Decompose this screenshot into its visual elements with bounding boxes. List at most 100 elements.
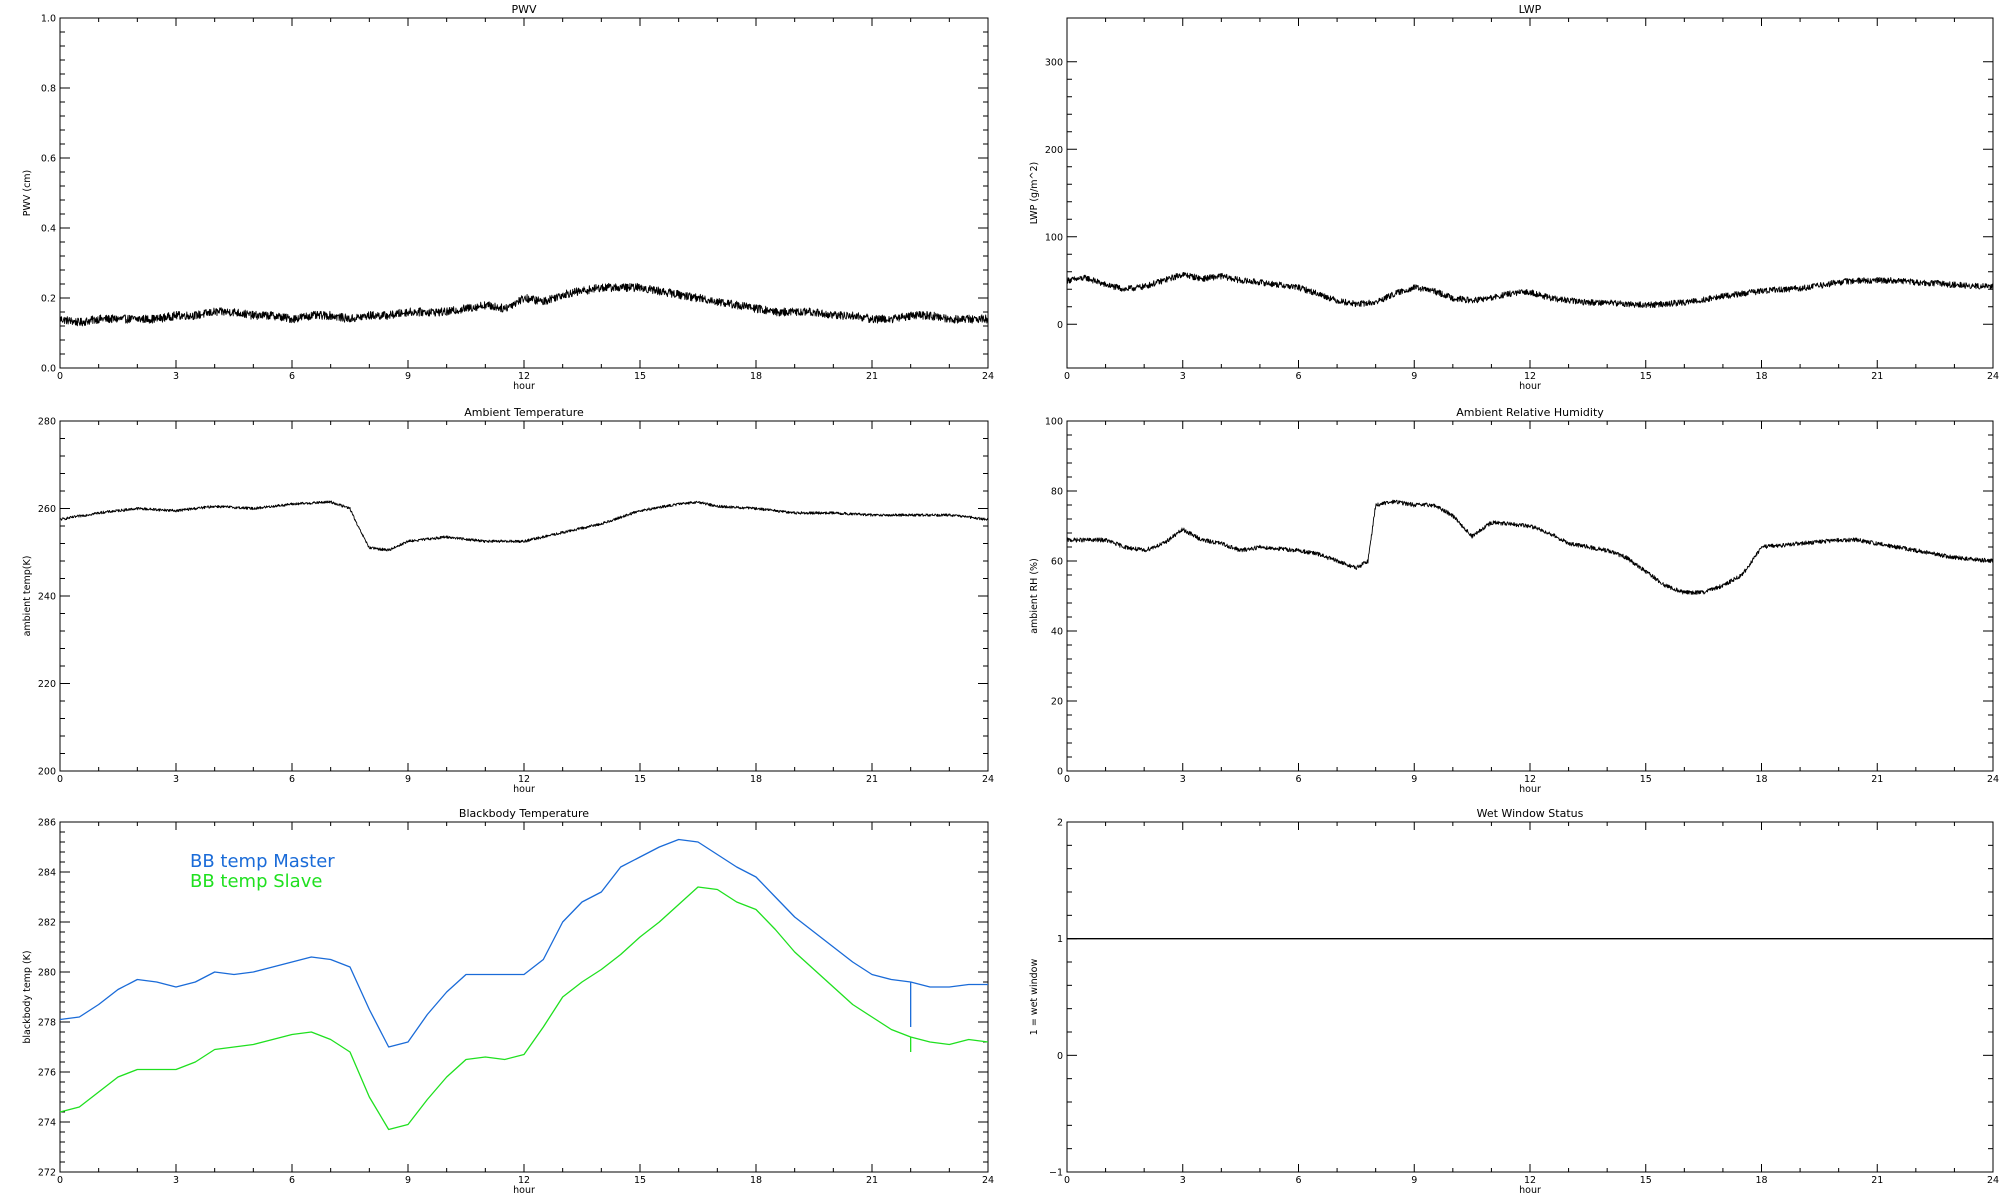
y-tick-label: −1	[1049, 1168, 1063, 1179]
x-tick-label: 12	[1524, 371, 1536, 382]
x-tick-label: 0	[1064, 1175, 1070, 1186]
x-tick-label: 24	[982, 1175, 994, 1186]
y-tick-label: 260	[38, 504, 56, 515]
y-tick-label: 2	[1057, 818, 1063, 829]
x-tick-label: 3	[1180, 1175, 1186, 1186]
x-tick-label: 0	[57, 371, 63, 382]
x-axis-label: hour	[513, 1185, 535, 1196]
x-axis-label: hour	[1519, 1185, 1541, 1196]
legend-entry-bb-temp-master: BB temp Master	[190, 851, 335, 872]
y-tick-label: 284	[38, 868, 56, 879]
y-tick-label: 60	[1051, 557, 1063, 568]
x-tick-label: 6	[289, 371, 295, 382]
y-tick-label: 200	[1045, 145, 1063, 156]
plot-frame	[1066, 420, 1994, 772]
y-tick-label: 0	[1057, 767, 1063, 778]
x-tick-label: 18	[1755, 1175, 1767, 1186]
x-axis-label: hour	[1519, 784, 1541, 795]
y-tick-label: 278	[38, 1018, 56, 1029]
x-tick-label: 3	[173, 371, 179, 382]
series-line-ambient_rh	[1066, 499, 1994, 595]
y-tick-label: 1	[1057, 934, 1063, 945]
x-tick-label: 15	[634, 371, 646, 382]
y-tick-label: 20	[1051, 697, 1063, 708]
legend-entry-bb-temp-slave: BB temp Slave	[190, 871, 322, 892]
x-tick-label: 12	[1524, 1175, 1536, 1186]
y-tick-label: 300	[1045, 57, 1063, 68]
y-tick-label: 0.2	[41, 294, 56, 305]
x-tick-label: 12	[518, 371, 530, 382]
plot-frame	[59, 420, 989, 772]
x-tick-label: 6	[1295, 371, 1301, 382]
x-tick-label: 3	[1180, 774, 1186, 785]
x-tick-label: 6	[1295, 1175, 1301, 1186]
y-tick-label: 0.6	[41, 154, 56, 165]
x-tick-label: 6	[1295, 774, 1301, 785]
y-tick-label: 100	[1045, 232, 1063, 243]
chart-panel-pwv: PWV 0 3 6 9 12 15 18 21 24 0.0 0.2 0.4 0.6 0.8 1.0 hour P…	[22, 3, 994, 392]
y-tick-label: 220	[38, 679, 56, 690]
x-tick-label: 12	[518, 1175, 530, 1186]
x-axis-label: hour	[513, 784, 535, 795]
chart-panel-ambient_temp: Ambient Temperature 0 3 6 9 12 15 18 21 24 200 220 2…	[22, 406, 994, 795]
y-tick-label: 40	[1051, 627, 1063, 638]
series-line-ambient_temp	[59, 500, 989, 552]
y-tick-label: 272	[38, 1168, 56, 1179]
x-tick-label: 21	[1871, 774, 1883, 785]
x-tick-label: 21	[866, 1175, 878, 1186]
x-tick-label: 9	[1411, 371, 1417, 382]
x-tick-label: 3	[1180, 371, 1186, 382]
x-tick-label: 12	[518, 774, 530, 785]
y-tick-label: 0	[1057, 1051, 1063, 1062]
x-tick-label: 9	[405, 371, 411, 382]
series-line-bb-temp-master	[59, 838, 988, 1048]
chart-title: Ambient Relative Humidity	[1456, 406, 1604, 419]
y-tick-label: 0.0	[41, 364, 56, 375]
x-tick-label: 21	[866, 371, 878, 382]
x-tick-label: 24	[982, 371, 994, 382]
x-tick-label: 18	[1755, 371, 1767, 382]
x-tick-label: 9	[405, 774, 411, 785]
series-line-pwv	[59, 282, 989, 327]
x-tick-label: 18	[750, 371, 762, 382]
x-tick-label: 15	[1640, 371, 1652, 382]
x-tick-label: 15	[634, 774, 646, 785]
y-axis-label: ambient RH (%)	[1029, 558, 1040, 634]
x-tick-label: 9	[405, 1175, 411, 1186]
chart-title: Ambient Temperature	[464, 406, 584, 419]
x-tick-label: 21	[1871, 1175, 1883, 1186]
plot-frame	[1066, 17, 1994, 369]
x-tick-label: 15	[1640, 1175, 1652, 1186]
y-tick-label: 282	[38, 918, 56, 929]
x-tick-label: 3	[173, 774, 179, 785]
x-tick-label: 9	[1411, 774, 1417, 785]
y-tick-label: 274	[38, 1118, 56, 1129]
x-tick-label: 15	[1640, 774, 1652, 785]
x-tick-label: 21	[1871, 371, 1883, 382]
y-tick-label: 286	[38, 818, 56, 829]
y-axis-label: 1 = wet window	[1029, 959, 1040, 1036]
x-tick-label: 24	[1987, 1175, 1999, 1186]
x-tick-label: 3	[173, 1175, 179, 1186]
y-tick-label: 0.4	[41, 224, 56, 235]
x-tick-label: 24	[982, 774, 994, 785]
x-tick-label: 18	[1755, 774, 1767, 785]
x-tick-label: 9	[1411, 1175, 1417, 1186]
series-line-lwp	[1066, 271, 1994, 309]
x-tick-label: 6	[289, 1175, 295, 1186]
y-tick-label: 280	[38, 417, 56, 428]
x-tick-label: 24	[1987, 774, 1999, 785]
y-tick-label: 1.0	[41, 14, 56, 25]
plot-frame	[1066, 821, 1994, 1173]
chart-panel-bb_temp: Blackbody Temperature 0 3 6 9 12 15 18 21 24 272 27…	[22, 807, 994, 1196]
x-axis-label: hour	[1519, 381, 1541, 392]
x-tick-label: 15	[634, 1175, 646, 1186]
x-tick-label: 12	[1524, 774, 1536, 785]
x-tick-label: 24	[1987, 371, 1999, 382]
x-tick-label: 0	[57, 1175, 63, 1186]
y-tick-label: 276	[38, 1068, 56, 1079]
y-tick-label: 0	[1057, 320, 1063, 331]
y-tick-label: 240	[38, 592, 56, 603]
x-tick-label: 0	[57, 774, 63, 785]
